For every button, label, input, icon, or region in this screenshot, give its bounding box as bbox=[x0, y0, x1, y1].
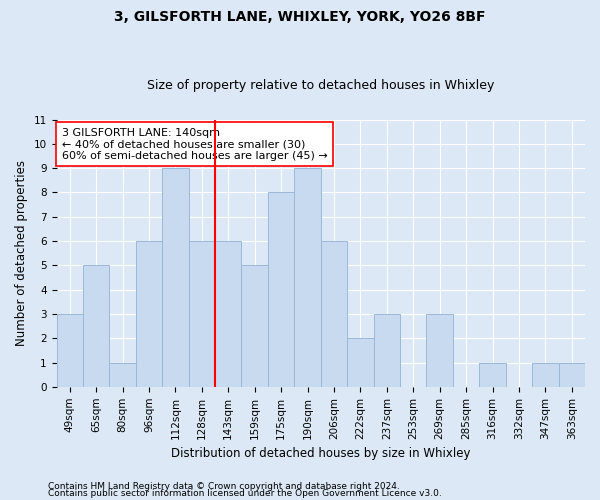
Y-axis label: Number of detached properties: Number of detached properties bbox=[15, 160, 28, 346]
Bar bbox=[559, 362, 585, 387]
Bar bbox=[188, 241, 215, 387]
Bar bbox=[427, 314, 453, 387]
Title: Size of property relative to detached houses in Whixley: Size of property relative to detached ho… bbox=[147, 79, 494, 92]
Bar bbox=[56, 314, 83, 387]
X-axis label: Distribution of detached houses by size in Whixley: Distribution of detached houses by size … bbox=[171, 447, 470, 460]
Bar bbox=[215, 241, 241, 387]
Text: 3 GILSFORTH LANE: 140sqm
← 40% of detached houses are smaller (30)
60% of semi-d: 3 GILSFORTH LANE: 140sqm ← 40% of detach… bbox=[62, 128, 328, 161]
Bar bbox=[295, 168, 321, 387]
Bar bbox=[321, 241, 347, 387]
Bar bbox=[83, 266, 109, 387]
Text: Contains HM Land Registry data © Crown copyright and database right 2024.: Contains HM Land Registry data © Crown c… bbox=[48, 482, 400, 491]
Bar bbox=[241, 266, 268, 387]
Text: Contains public sector information licensed under the Open Government Licence v3: Contains public sector information licen… bbox=[48, 490, 442, 498]
Bar bbox=[374, 314, 400, 387]
Bar bbox=[268, 192, 295, 387]
Bar bbox=[109, 362, 136, 387]
Bar bbox=[532, 362, 559, 387]
Bar bbox=[347, 338, 374, 387]
Text: 3, GILSFORTH LANE, WHIXLEY, YORK, YO26 8BF: 3, GILSFORTH LANE, WHIXLEY, YORK, YO26 8… bbox=[114, 10, 486, 24]
Bar bbox=[479, 362, 506, 387]
Bar bbox=[162, 168, 188, 387]
Bar bbox=[136, 241, 162, 387]
